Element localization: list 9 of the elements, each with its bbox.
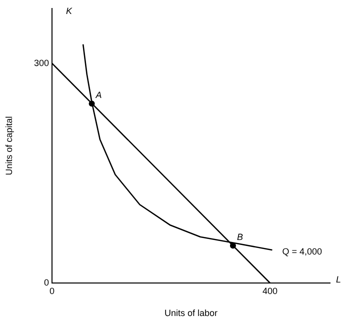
y-axis-title: Units of capital xyxy=(4,116,14,176)
x-tick-label: 400 xyxy=(262,286,278,296)
series-label: Q = 4,000 xyxy=(282,246,322,257)
text: L xyxy=(336,274,342,284)
x-axis-title: Units of labor xyxy=(164,308,218,318)
annotation: K xyxy=(66,6,73,16)
y-tick-label: 300 xyxy=(34,58,49,68)
annotation: A xyxy=(94,90,102,100)
annotation: B xyxy=(236,232,243,242)
